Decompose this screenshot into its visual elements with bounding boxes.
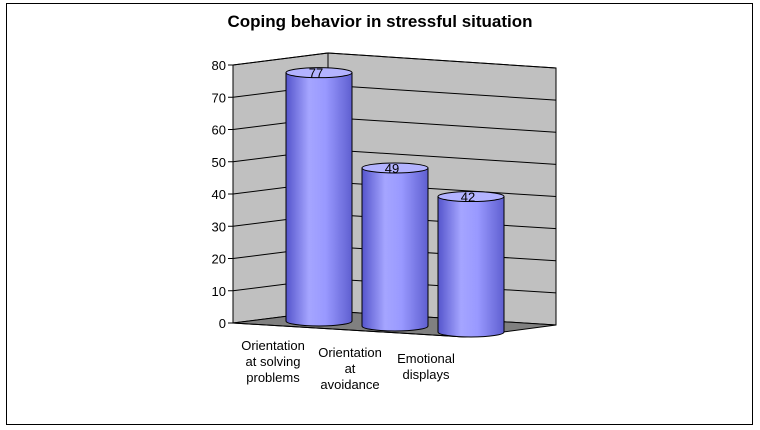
axes: 0 10 20 30 40 50 60 70 80 bbox=[212, 58, 466, 338]
x-tick-label: Orientation bbox=[318, 345, 382, 360]
x-tick-label: at bbox=[345, 361, 356, 376]
bar-top bbox=[285, 67, 353, 79]
bars bbox=[285, 67, 505, 338]
y-tick-label: 0 bbox=[219, 316, 226, 331]
x-axis-line bbox=[232, 322, 466, 338]
bar-top bbox=[437, 191, 505, 203]
y-tick-label: 60 bbox=[212, 123, 226, 138]
gridline-back bbox=[327, 84, 557, 101]
y-tick-label: 50 bbox=[212, 155, 226, 170]
gridline-back bbox=[327, 149, 557, 165]
y-tick-label: 30 bbox=[212, 219, 226, 234]
y-tick-label: 40 bbox=[212, 187, 226, 202]
data-label: 42 bbox=[461, 190, 475, 205]
x-tick-label: displays bbox=[403, 367, 450, 382]
bar bbox=[285, 72, 353, 327]
chart-title: Coping behavior in stressful situation bbox=[227, 12, 533, 31]
x-tick-label: at solving bbox=[246, 354, 301, 369]
y-tick-label: 20 bbox=[212, 252, 226, 267]
x-tick-label: avoidance bbox=[320, 377, 379, 392]
y-tick-label: 80 bbox=[212, 58, 226, 73]
data-label: 77 bbox=[309, 66, 323, 81]
bar bbox=[361, 167, 429, 332]
bar bbox=[437, 196, 505, 338]
x-tick-label: problems bbox=[246, 370, 300, 385]
x-tick-label: Emotional bbox=[397, 351, 455, 366]
bar-top bbox=[361, 162, 429, 174]
gridline-side bbox=[232, 52, 329, 66]
gridline-back bbox=[327, 117, 557, 133]
y-tick-label: 10 bbox=[212, 284, 226, 299]
data-label: 49 bbox=[385, 161, 399, 176]
x-tick-label: Orientation bbox=[241, 338, 305, 353]
y-tick-label: 70 bbox=[212, 90, 226, 105]
gridline-back bbox=[327, 52, 557, 69]
